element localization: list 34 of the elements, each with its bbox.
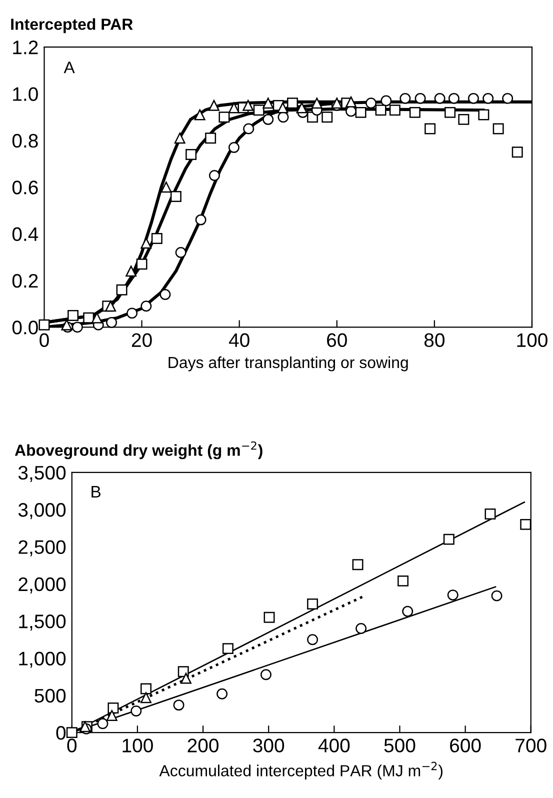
x-tick-label: 20: [132, 333, 152, 348]
x-tick-label: 300: [253, 738, 284, 752]
x-tick-label: 100: [517, 333, 548, 348]
annotation: B: [92, 486, 100, 498]
y-tick-label: 0.0: [12, 320, 38, 334]
y-tick-label: 2,000: [18, 577, 66, 594]
y-tick-label: 500: [34, 688, 66, 703]
x-tick-label: 600: [450, 738, 481, 752]
y-axis-title: Aboveground dry weight (g m$^{−2}$): [14, 441, 262, 460]
y-tick-label: 2,500: [18, 540, 66, 556]
x-axis-title: Accumulated intercepted PAR (MJ m$^{−2}$): [159, 762, 442, 780]
x-tick-label: 60: [327, 333, 347, 348]
y-tick-label: 0.6: [12, 180, 38, 194]
x-tick-label: 700: [516, 738, 546, 752]
x-tick-label: 200: [188, 738, 218, 752]
y-tick-label: 0.8: [12, 134, 38, 148]
x-tick-label: 80: [424, 333, 444, 348]
x-axis-title: Days after transplanting or sowing: [168, 356, 408, 372]
y-tick-label: 0: [56, 726, 66, 740]
y-tick-label: 1,000: [19, 652, 66, 668]
x-tick-label: 400: [318, 738, 350, 752]
annotation: A: [64, 62, 75, 74]
y-tick-label: 0.2: [12, 274, 38, 288]
y-tick-label: 1.0: [13, 87, 38, 101]
y-tick-label: 3,000: [18, 503, 66, 520]
x-tick-label: 40: [228, 333, 250, 348]
x-tick-label: 500: [384, 738, 416, 752]
x-tick-label: 0: [67, 738, 77, 752]
y-tick-label: 0.4: [12, 227, 38, 242]
y-tick-label: 1.2: [13, 40, 38, 54]
y-tick-label: 1,500: [19, 614, 66, 631]
y-axis-title: Intercepted PAR: [11, 18, 133, 34]
x-tick-label: 100: [122, 738, 153, 752]
y-tick-label: 3,500: [18, 466, 66, 482]
